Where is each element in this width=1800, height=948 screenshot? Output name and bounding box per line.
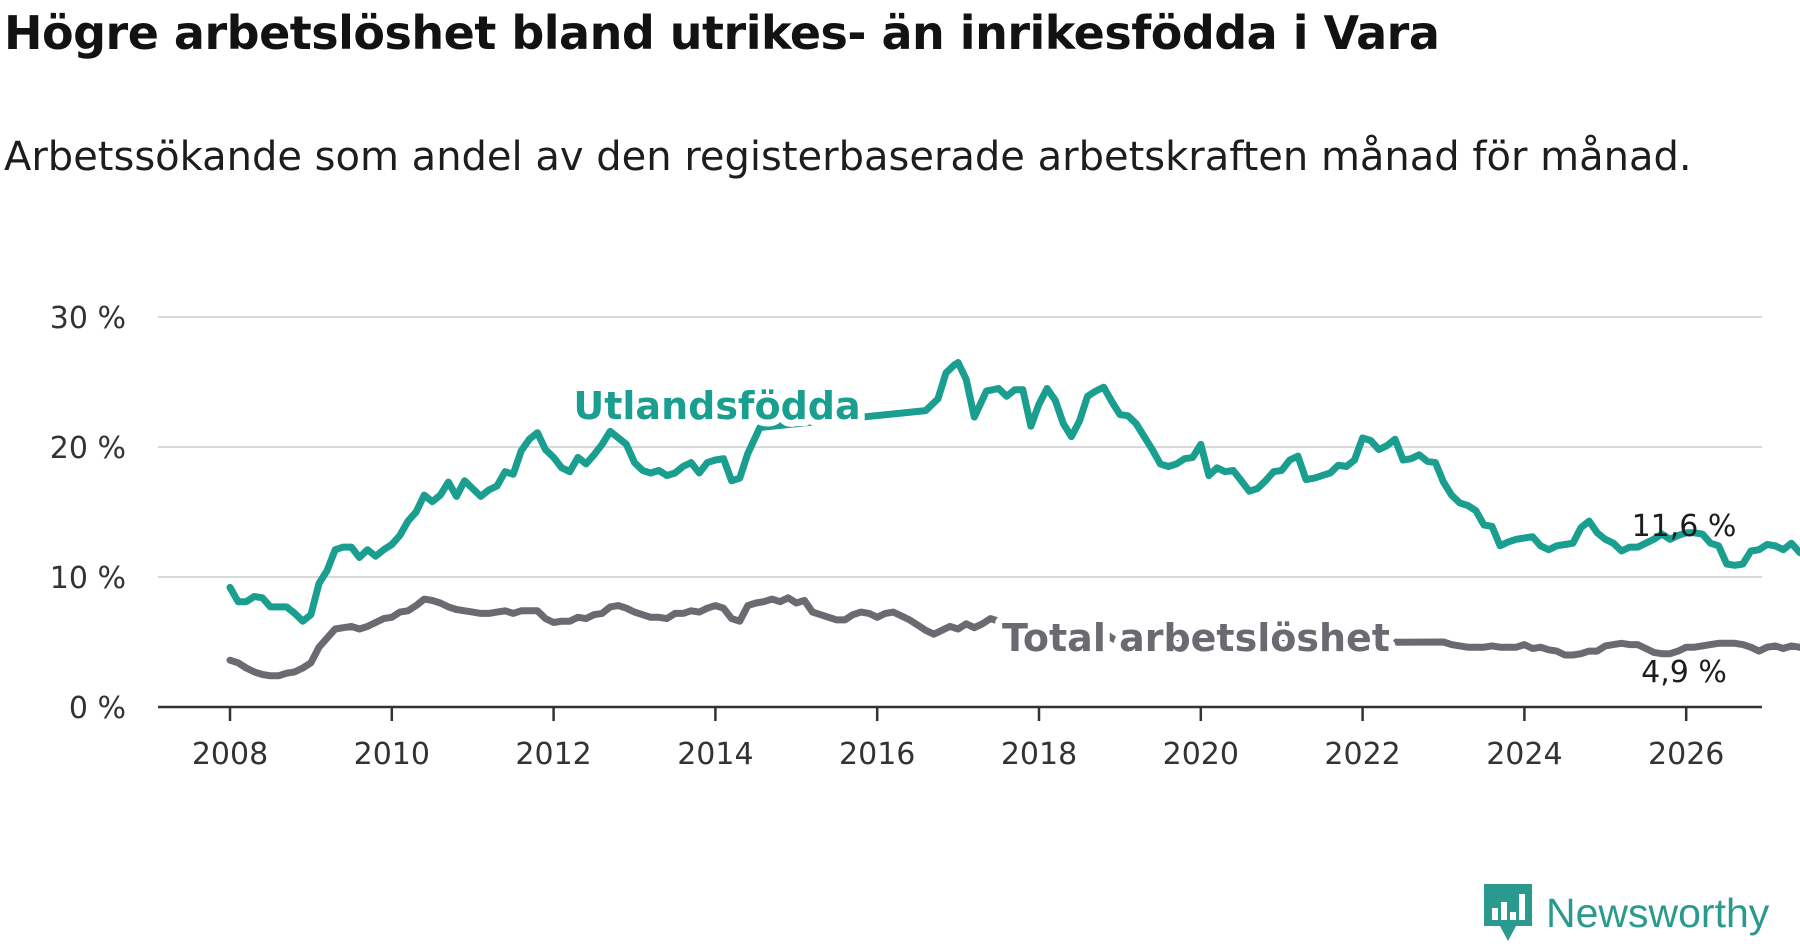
end-value-label-total: 4,9 % [1641,655,1727,690]
x-tick-label: 2026 [1648,737,1724,772]
x-tick-label: 2018 [1001,737,1077,772]
gridlines [158,316,1762,578]
y-tick-label: 30 % [50,301,126,336]
x-tick-label: 2022 [1324,737,1400,772]
series-label-total: Total arbetslöshet [1002,616,1390,660]
chart-subtitle: Arbetssökande som andel av den registerb… [4,134,1692,180]
y-axis: 0 % 10 % 20 % 30 % [50,301,126,726]
end-value-label-utlandsfodda: 11,6 % [1632,509,1737,544]
newsworthy-logo-icon [1484,884,1532,941]
chart-title: Högre arbetslöshet bland utrikes- än inr… [4,6,1440,60]
y-tick-label: 10 % [50,561,126,596]
series [226,359,1800,680]
brand-name: Newsworthy [1546,889,1770,936]
series-line-total [226,594,1800,680]
x-tick-label: 2012 [515,737,591,772]
series-label-utlandsfodda-halo: Utlandsfödda [573,384,860,428]
x-axis: 2008 2010 2012 2014 2016 2018 2020 2022 2024 2026 [158,705,1762,772]
x-tick-label: 2014 [677,737,753,772]
series-label-utlandsfodda: Utlandsfödda [573,384,860,428]
newsworthy-brand[interactable]: Newsworthy [1484,884,1769,942]
x-tick-label: 2008 [192,737,268,772]
series-label-total-halo: Total arbetslöshet [1002,616,1390,660]
x-tick-label: 2020 [1163,737,1239,772]
y-tick-label: 20 % [50,431,126,466]
x-tick-label: 2016 [839,737,915,772]
y-tick-label: 0 % [69,691,126,726]
x-tick-label: 2024 [1486,737,1562,772]
series-line-utlandsfodda [226,359,1800,625]
x-tick-label: 2010 [354,737,430,772]
